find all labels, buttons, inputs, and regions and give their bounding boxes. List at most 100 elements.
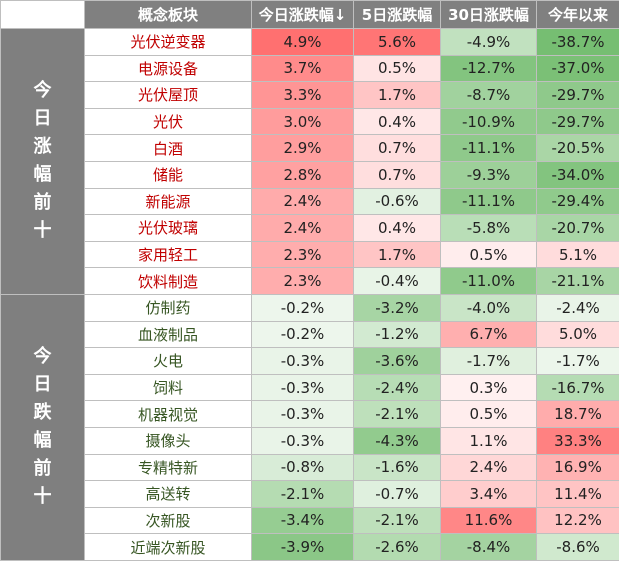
value-cell-today: -0.3%	[251, 373, 354, 402]
value-cell-today: 4.9%	[251, 28, 354, 56]
table-row: 储能 2.8% 0.7% -9.3% -34.0%	[1, 160, 619, 189]
value-cell-d30: -11.0%	[440, 267, 537, 295]
value-cell-d5: -1.2%	[353, 320, 441, 349]
sector-name: 新能源	[84, 187, 252, 216]
header-30day-change: 30日涨跌幅	[440, 0, 537, 29]
value-cell-d5: 5.6%	[353, 28, 441, 56]
value-cell-ytd: 5.1%	[536, 240, 619, 269]
value-cell-d30: -8.7%	[440, 81, 537, 109]
value-cell-ytd: -29.7%	[536, 107, 619, 136]
value-cell-today: -0.2%	[251, 320, 354, 349]
table-row: 白酒 2.9% 0.7% -11.1% -20.5%	[1, 134, 619, 162]
sector-name: 白酒	[84, 134, 252, 162]
table-row: 今日跌幅前十 仿制药 -0.2% -3.2% -4.0% -2.4%	[0, 293, 619, 561]
value-cell-ytd: 18.7%	[536, 400, 619, 428]
value-cell-d5: 0.4%	[353, 107, 441, 136]
value-cell-d5: -0.6%	[353, 187, 441, 216]
value-cell-ytd: -21.1%	[536, 267, 619, 295]
value-cell-d5: -1.6%	[353, 453, 441, 482]
value-cell-today: 3.3%	[251, 81, 354, 109]
value-cell-d30: 0.3%	[440, 373, 537, 402]
value-cell-d5: -2.1%	[353, 506, 441, 535]
value-cell-ytd: -8.6%	[536, 533, 619, 561]
corner-cell	[0, 0, 85, 29]
value-cell-today: -0.3%	[251, 347, 354, 375]
sector-name: 血液制品	[84, 320, 252, 349]
value-cell-today: 2.3%	[251, 267, 354, 295]
value-cell-today: -3.9%	[251, 533, 354, 561]
table-row: 高送转 -2.1% -0.7% 3.4% 11.4%	[1, 480, 619, 508]
value-cell-d5: 1.7%	[353, 240, 441, 269]
value-cell-d5: -2.4%	[353, 373, 441, 402]
value-cell-d30: -11.1%	[440, 187, 537, 216]
sector-name: 仿制药	[84, 293, 252, 322]
table-row: 饮料制造 2.3% -0.4% -11.0% -21.1%	[1, 267, 619, 295]
value-cell-d5: -3.2%	[353, 293, 441, 322]
sector-name: 光伏逆变器	[84, 28, 252, 56]
header-5day-change: 5日涨跌幅	[353, 0, 441, 29]
value-cell-d30: -8.4%	[440, 533, 537, 561]
sector-name: 家用轻工	[84, 240, 252, 269]
top-losers-group-label: 今日跌幅前十	[0, 293, 85, 561]
header-sector: 概念板块	[84, 0, 252, 29]
value-cell-today: -0.2%	[251, 293, 354, 322]
value-cell-d30: 3.4%	[440, 480, 537, 508]
table-row: 近端次新股 -3.9% -2.6% -8.4% -8.6%	[1, 533, 619, 561]
sector-name: 饲料	[84, 373, 252, 402]
value-cell-ytd: 5.0%	[536, 320, 619, 349]
value-cell-today: 2.4%	[251, 214, 354, 242]
value-cell-today: 2.3%	[251, 240, 354, 269]
value-cell-d30: 6.7%	[440, 320, 537, 349]
value-cell-ytd: -2.4%	[536, 293, 619, 322]
sector-name: 光伏屋顶	[84, 81, 252, 109]
value-cell-today: -0.8%	[251, 453, 354, 482]
value-cell-d5: 0.4%	[353, 214, 441, 242]
table-row: 家用轻工 2.3% 1.7% 0.5% 5.1%	[1, 240, 619, 269]
value-cell-ytd: -20.7%	[536, 214, 619, 242]
header-row: 概念板块 今日涨跌幅↓ 5日涨跌幅 30日涨跌幅 今年以来	[0, 0, 619, 29]
table-body: 今日涨幅前十 光伏逆变器 4.9% 5.6% -4.9% -38.7% 电源设备 3.7% 0.…	[0, 28, 619, 561]
value-cell-d30: 11.6%	[440, 506, 537, 535]
header-today-change[interactable]: 今日涨跌幅↓	[251, 0, 354, 29]
sector-name: 火电	[84, 347, 252, 375]
value-cell-d30: -1.7%	[440, 347, 537, 375]
header-ytd-change: 今年以来	[536, 0, 619, 29]
sector-name: 光伏	[84, 107, 252, 136]
sector-name: 专精特新	[84, 453, 252, 482]
table-row: 机器视觉 -0.3% -2.1% 0.5% 18.7%	[1, 400, 619, 428]
value-cell-today: 3.0%	[251, 107, 354, 136]
value-cell-today: 2.8%	[251, 160, 354, 189]
sector-name: 饮料制造	[84, 267, 252, 295]
value-cell-today: 2.9%	[251, 134, 354, 162]
sector-name: 电源设备	[84, 54, 252, 83]
table-row: 火电 -0.3% -3.6% -1.7% -1.7%	[1, 347, 619, 375]
value-cell-d30: 1.1%	[440, 426, 537, 455]
table-row: 光伏 3.0% 0.4% -10.9% -29.7%	[1, 107, 619, 136]
value-cell-d30: -9.3%	[440, 160, 537, 189]
value-cell-today: -0.3%	[251, 400, 354, 428]
value-cell-d5: -3.6%	[353, 347, 441, 375]
value-cell-d30: -4.0%	[440, 293, 537, 322]
sector-name: 次新股	[84, 506, 252, 535]
table-row: 电源设备 3.7% 0.5% -12.7% -37.0%	[1, 54, 619, 83]
table-row: 光伏屋顶 3.3% 1.7% -8.7% -29.7%	[1, 81, 619, 109]
table-row: 摄像头 -0.3% -4.3% 1.1% 33.3%	[1, 426, 619, 455]
value-cell-d5: 0.7%	[353, 160, 441, 189]
table-row: 专精特新 -0.8% -1.6% 2.4% 16.9%	[1, 453, 619, 482]
top-gainers-group-text: 今日涨幅前十	[33, 80, 52, 242]
table-row: 血液制品 -0.2% -1.2% 6.7% 5.0%	[1, 320, 619, 349]
value-cell-d30: -12.7%	[440, 54, 537, 83]
value-cell-d30: 2.4%	[440, 453, 537, 482]
value-cell-d5: -2.6%	[353, 533, 441, 561]
value-cell-d30: -4.9%	[440, 28, 537, 56]
value-cell-today: 2.4%	[251, 187, 354, 216]
value-cell-ytd: -29.4%	[536, 187, 619, 216]
value-cell-d30: -5.8%	[440, 214, 537, 242]
table-row: 次新股 -3.4% -2.1% 11.6% 12.2%	[1, 506, 619, 535]
value-cell-d5: 0.7%	[353, 134, 441, 162]
value-cell-d30: -10.9%	[440, 107, 537, 136]
value-cell-today: -0.3%	[251, 426, 354, 455]
sector-name: 近端次新股	[84, 533, 252, 561]
value-cell-ytd: -20.5%	[536, 134, 619, 162]
value-cell-d5: 0.5%	[353, 54, 441, 83]
